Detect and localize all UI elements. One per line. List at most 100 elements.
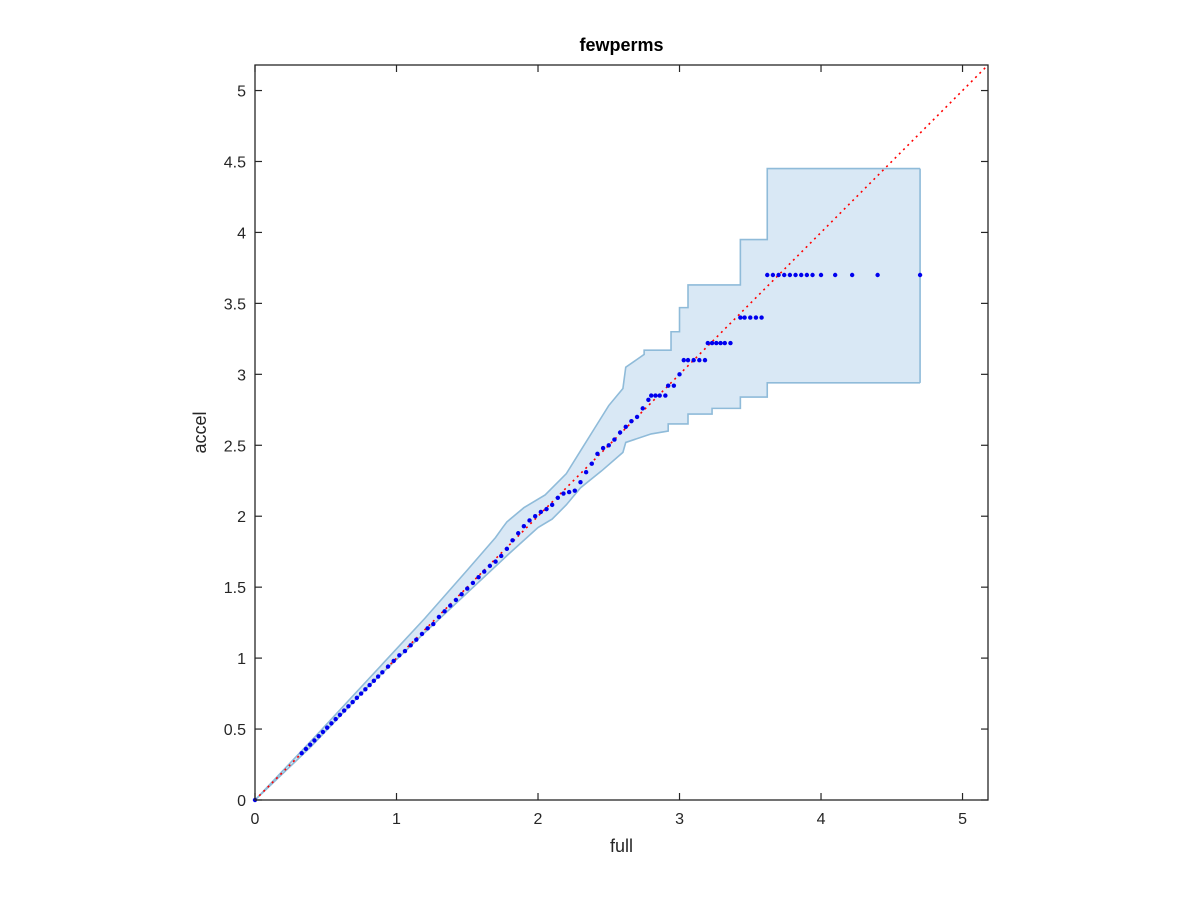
data-point	[653, 393, 658, 398]
data-point	[810, 272, 815, 278]
x-tick-label: 2	[534, 811, 543, 828]
confidence-band	[254, 167, 921, 801]
data-point	[677, 372, 682, 377]
data-point	[646, 397, 651, 403]
data-point	[329, 721, 334, 726]
data-point	[572, 488, 578, 493]
x-tick-label: 1	[392, 811, 401, 828]
data-point	[612, 437, 617, 442]
data-point	[476, 575, 481, 580]
data-point	[799, 272, 804, 278]
x-tick-label: 3	[675, 811, 684, 828]
data-point	[671, 383, 677, 388]
data-point	[425, 626, 430, 631]
y-tick-label: 3	[237, 367, 246, 384]
data-point	[371, 678, 377, 684]
data-point	[499, 553, 504, 559]
axis-ticks: 0 1 2 3 4 5 0 0.5 1 1.5 2 2.5 3 3.5 4 4.5 5	[224, 65, 988, 828]
data-point	[578, 479, 583, 485]
data-point	[663, 393, 668, 398]
data-point	[748, 315, 753, 320]
data-point	[657, 393, 662, 398]
y-tick-label: 3.5	[224, 296, 246, 313]
identity-line	[254, 64, 989, 801]
y-tick-label: 1.5	[224, 580, 246, 597]
data-point	[391, 658, 396, 664]
data-point	[532, 514, 538, 519]
data-point	[770, 272, 776, 278]
data-point	[385, 664, 391, 669]
x-tick-label: 5	[958, 811, 967, 828]
data-point	[742, 315, 747, 320]
data-point	[350, 699, 355, 705]
data-point	[363, 687, 368, 692]
data-point	[516, 531, 521, 536]
data-point	[320, 729, 326, 735]
data-point	[402, 648, 408, 654]
data-point	[341, 708, 347, 713]
data-point	[504, 546, 510, 552]
data-points	[252, 272, 923, 803]
data-point	[544, 506, 549, 512]
data-point	[600, 445, 606, 451]
data-point	[583, 470, 589, 475]
data-point	[634, 414, 640, 420]
data-point	[617, 430, 623, 435]
data-point	[595, 451, 600, 456]
data-point	[527, 518, 532, 523]
data-point	[709, 340, 715, 346]
x-tick-label: 0	[251, 811, 260, 828]
data-point	[459, 592, 464, 597]
data-point	[589, 461, 594, 466]
data-point	[337, 712, 343, 718]
data-point	[685, 357, 691, 363]
data-point	[493, 559, 498, 564]
data-point	[380, 670, 385, 675]
data-point	[623, 424, 628, 430]
data-point	[346, 704, 351, 709]
data-point	[453, 597, 459, 603]
data-point	[849, 272, 855, 278]
data-point	[776, 272, 781, 278]
data-point	[312, 738, 317, 743]
x-tick-label: 4	[817, 811, 826, 828]
data-point	[917, 272, 923, 278]
data-point	[367, 682, 372, 688]
data-point	[640, 406, 645, 411]
data-point	[510, 538, 515, 543]
data-point	[681, 357, 686, 363]
data-point	[753, 315, 759, 320]
data-point	[431, 621, 436, 627]
data-point	[691, 357, 696, 363]
band-lower-edge	[254, 382, 921, 801]
data-point	[728, 340, 733, 346]
data-point	[629, 418, 634, 424]
data-point	[818, 272, 824, 278]
data-point	[448, 603, 453, 608]
data-point	[397, 653, 402, 658]
data-point	[316, 733, 321, 739]
y-tick-label: 2.5	[224, 438, 246, 455]
data-point	[555, 495, 561, 500]
data-point	[606, 443, 611, 448]
y-tick-label: 0.5	[224, 722, 246, 739]
data-point	[538, 509, 544, 515]
band-fill	[255, 168, 921, 801]
data-point	[759, 315, 764, 320]
data-point	[793, 272, 798, 278]
data-point	[375, 674, 381, 679]
data-point	[482, 569, 487, 574]
data-point	[697, 357, 702, 363]
data-point	[414, 637, 419, 642]
y-axis-label: accel	[190, 411, 210, 453]
data-point	[649, 393, 654, 398]
data-point	[324, 725, 330, 730]
y-tick-label: 2	[237, 509, 246, 526]
axes-frame	[254, 64, 989, 801]
data-point	[561, 491, 566, 496]
data-point	[702, 357, 708, 363]
band-upper-edge	[254, 167, 921, 801]
data-point	[549, 502, 555, 508]
data-point	[465, 586, 470, 591]
